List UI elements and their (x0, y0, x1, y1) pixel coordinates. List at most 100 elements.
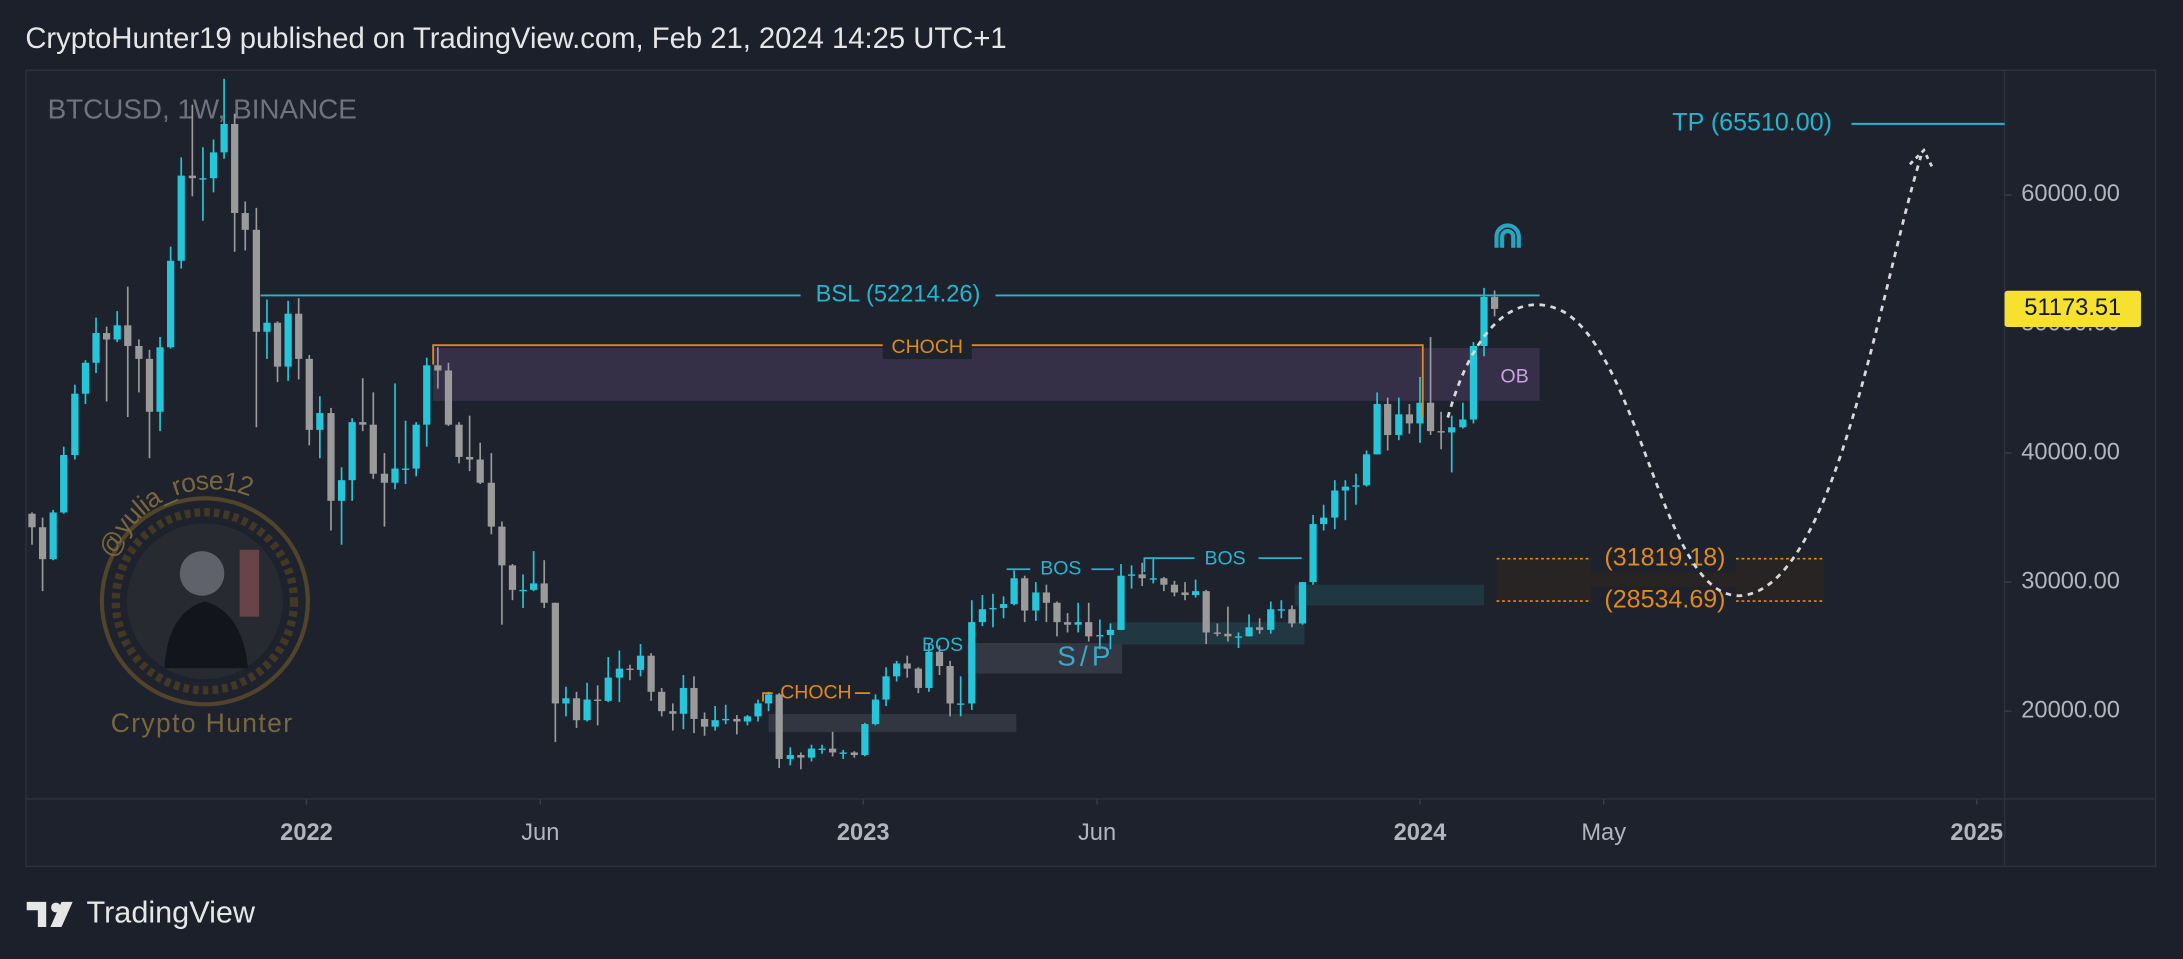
candle-body (81, 362, 90, 394)
candle-body (583, 699, 591, 721)
candle-body (636, 655, 645, 670)
candle-body (1160, 578, 1168, 585)
candle-body (465, 456, 474, 460)
logo-head (179, 551, 225, 596)
candle-body (1149, 578, 1157, 580)
candle-body (818, 748, 826, 750)
candle-body (241, 213, 249, 230)
candle-body (679, 687, 688, 714)
candle-body (220, 123, 228, 153)
candle-body (316, 413, 324, 430)
candle-body (1202, 591, 1210, 633)
candle-body (434, 365, 442, 371)
projection-arrow (1908, 147, 1934, 168)
symbol-watermark: BTCUSD, 1W, BINANCE (48, 94, 357, 125)
candle-body (1127, 574, 1136, 576)
candle-body (797, 755, 805, 758)
candle-body (1320, 517, 1328, 525)
candle-body (1309, 524, 1317, 583)
candle-body (733, 718, 741, 722)
candle-body (1138, 574, 1146, 579)
candle-body (412, 424, 420, 469)
candle-body (1267, 609, 1275, 630)
candle-body (1352, 485, 1360, 487)
tp-label: TP (65510.00) (1672, 108, 1832, 136)
bos-label: BOS (1205, 548, 1246, 570)
candle-body (594, 699, 602, 701)
candle-body (327, 413, 335, 501)
candle-body (711, 720, 719, 727)
tv-logo-dot (51, 902, 61, 913)
candle-body (135, 345, 143, 359)
footer-brand: TradingView (87, 896, 256, 930)
y-tick-label: 30000.00 (2021, 568, 2120, 594)
annotations: TP (65510.00) BSL (52214.26) CHOCH OB BOS BOS… (260, 108, 2005, 703)
candle-body (957, 703, 965, 705)
candle-body (1010, 578, 1018, 605)
candle-body (391, 468, 399, 483)
candle-body (1426, 402, 1435, 432)
candle-body (700, 718, 709, 727)
candle-body (1448, 427, 1456, 433)
projection-path (1446, 155, 1923, 598)
candle-body (690, 687, 698, 719)
ob-zone (433, 347, 1540, 401)
candle-body (284, 313, 292, 367)
candle-body (658, 691, 666, 712)
candle-body (156, 347, 164, 412)
candle-body (946, 666, 954, 704)
logo-ring-inner (111, 508, 299, 695)
label-bg (800, 281, 996, 310)
candle-body (273, 322, 282, 367)
candle-body (348, 422, 356, 481)
candle-body (38, 527, 47, 560)
candle-body (850, 752, 858, 756)
candle-body (60, 455, 68, 513)
choch-line (762, 692, 871, 702)
candle-body (530, 583, 538, 590)
candle-body (1341, 486, 1349, 491)
tradingview-logo: TradingView (26, 896, 256, 930)
logo-ring (99, 496, 310, 707)
candle-body (861, 724, 869, 756)
candle-body (199, 178, 207, 180)
candle-body (1298, 582, 1307, 624)
candle-body (1459, 419, 1467, 428)
x-tick-label: 2022 (280, 820, 333, 846)
candle-body (124, 325, 132, 346)
last-price-label: 51173.51 (2024, 295, 2121, 321)
bsl-label: BSL (52214.26) (816, 282, 981, 308)
candle-body (1277, 609, 1285, 611)
candle-body (551, 602, 559, 704)
candle-body (1074, 622, 1082, 625)
x-tick-label: 2025 (1950, 820, 2003, 846)
candle-body (188, 175, 196, 179)
x-tick-label: 2024 (1394, 820, 1447, 846)
tv-logo-mark (26, 901, 73, 927)
ob-label: OB (1501, 365, 1529, 387)
candle-body (519, 589, 527, 592)
last-price-box (2004, 290, 2141, 327)
candle-body (1042, 592, 1051, 603)
candle-body (1191, 591, 1200, 596)
candle-body (1469, 345, 1478, 420)
x-tick-label: May (1581, 820, 1626, 846)
candle-body (1234, 636, 1243, 638)
candle-body (423, 365, 431, 425)
magnet-icon (1494, 223, 1521, 248)
candle-body (1480, 296, 1488, 346)
candle-body (764, 694, 773, 704)
candle-body (999, 604, 1008, 608)
bos-line (1143, 557, 1302, 573)
target-label: (31819.18) (1604, 543, 1725, 571)
candle-body (1224, 633, 1232, 637)
candle-body (1331, 490, 1339, 518)
candle-body (754, 703, 762, 717)
candle-body (647, 655, 655, 692)
candle-body (1106, 629, 1115, 636)
label-bg (1591, 587, 1736, 615)
logo-screen (239, 549, 260, 617)
author-logo: @yulia_rose12 Crypto Hunter (93, 465, 310, 738)
candle-body (113, 325, 121, 340)
